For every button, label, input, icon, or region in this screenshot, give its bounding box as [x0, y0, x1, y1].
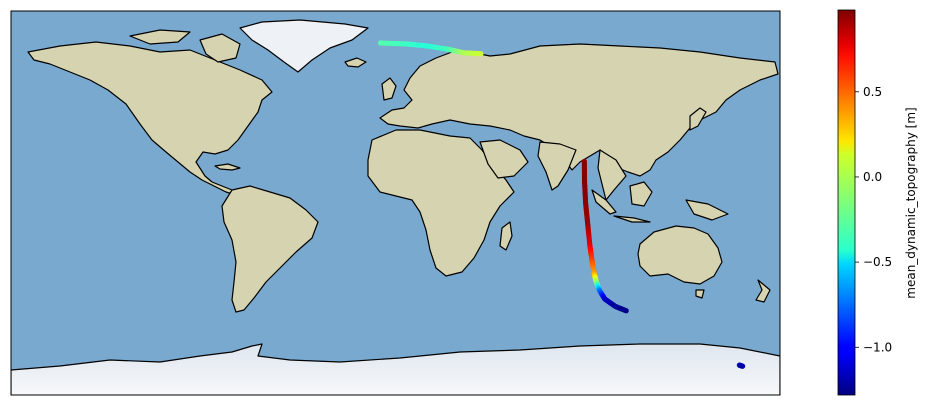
- cuba-island: [214, 163, 241, 171]
- borneo-island: [629, 181, 653, 207]
- map-axes: [10, 10, 781, 396]
- colorbar-tick-label: −1.0: [863, 340, 892, 354]
- australia-landmass: [637, 225, 723, 285]
- colorbar-gradient: [837, 9, 856, 396]
- java-island: [613, 215, 651, 223]
- great-britain-island: [381, 77, 397, 101]
- colorbar-tick-label: −0.5: [863, 255, 892, 269]
- new-zealand-islands: [755, 279, 771, 303]
- baffin-island: [199, 33, 241, 63]
- sumatra-island: [591, 189, 617, 215]
- south-america-landmass: [221, 185, 319, 313]
- track-2-point: [623, 308, 629, 314]
- greenland-landmass: [239, 19, 369, 73]
- colorbar-label: mean_dynamic_topography [m]: [904, 107, 918, 298]
- tasmania-island: [695, 289, 705, 299]
- antarctica-landmass: [11, 343, 780, 395]
- map-frame: [10, 10, 781, 396]
- track-1-point: [478, 51, 484, 57]
- japan-islands: [689, 107, 707, 131]
- colorbar-ticks: 0.5 0.0 −0.5 −1.0: [855, 85, 892, 354]
- landmasses: [11, 19, 780, 395]
- madagascar-island: [499, 221, 513, 251]
- satellite-track-layer: [377, 40, 746, 369]
- indochina-peninsula: [597, 149, 627, 201]
- new-guinea-island: [685, 199, 729, 221]
- arctic-islands: [129, 29, 191, 45]
- iceland-island: [344, 57, 367, 68]
- colorbar-tick-label: 0.5: [863, 85, 882, 99]
- indian-subcontinent: [537, 141, 577, 191]
- colorbar: 0.5 0.0 −0.5 −1.0 mean_dynamic_topography […: [837, 9, 918, 396]
- colorbar-tick-label: 0.0: [863, 170, 882, 184]
- arabian-peninsula: [479, 139, 529, 179]
- africa-landmass: [367, 129, 515, 277]
- track-3-point: [740, 363, 746, 369]
